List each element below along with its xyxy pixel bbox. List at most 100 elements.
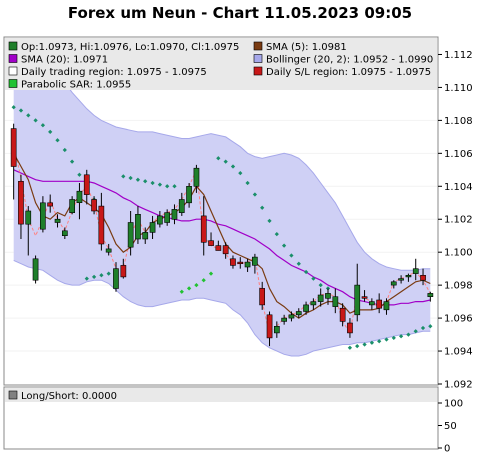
candle-body bbox=[98, 205, 105, 245]
red-square-icon bbox=[253, 66, 263, 76]
sar-dot bbox=[18, 108, 24, 113]
candle-body bbox=[61, 230, 68, 237]
sar-dot bbox=[238, 170, 243, 176]
lower-legend-swatch-icon bbox=[8, 390, 18, 400]
y-tick-label: 1.110 bbox=[444, 83, 473, 94]
candle-body bbox=[230, 258, 236, 266]
candle bbox=[332, 288, 339, 314]
y-tick-label: 1.092 bbox=[444, 380, 473, 391]
candle bbox=[303, 301, 309, 315]
legend-label: Parabolic SAR: 1.0955 bbox=[21, 80, 131, 91]
candle-body bbox=[332, 296, 339, 307]
light-green-square-icon bbox=[8, 79, 18, 88]
candle bbox=[259, 281, 266, 310]
sar-dot bbox=[55, 138, 60, 143]
candle-body bbox=[32, 258, 39, 281]
candle bbox=[295, 308, 302, 319]
sar-dot bbox=[33, 118, 38, 123]
candle bbox=[164, 209, 171, 226]
candle-body bbox=[186, 186, 192, 204]
lower-y-tick-label: 0 bbox=[444, 444, 450, 455]
candle-body bbox=[237, 261, 244, 265]
brown-square-icon bbox=[253, 41, 263, 51]
candle bbox=[244, 258, 251, 272]
candle bbox=[398, 275, 404, 284]
candle bbox=[288, 311, 295, 322]
sar-dot bbox=[40, 123, 46, 128]
sar-dot bbox=[377, 339, 382, 344]
candle bbox=[135, 206, 141, 244]
candle bbox=[339, 303, 346, 327]
candle-body bbox=[376, 299, 383, 309]
candle bbox=[317, 288, 324, 307]
legend-label: Bollinger (20, 2): 1.0952 - 1.0990 bbox=[266, 55, 433, 66]
y-tick-label: 1.108 bbox=[444, 116, 473, 127]
candle bbox=[186, 182, 192, 208]
lavender-square-icon bbox=[253, 54, 263, 63]
candle bbox=[69, 196, 75, 215]
legend-bg bbox=[5, 38, 437, 90]
sar-dot bbox=[128, 175, 133, 181]
legend: Op:1.0973, Hi:1.0976, Lo:1.0970, Cl:1.09… bbox=[5, 38, 437, 91]
sar-dot bbox=[391, 335, 396, 341]
candle bbox=[252, 253, 258, 274]
bollinger-upper-line bbox=[13, 54, 431, 271]
candle-body bbox=[303, 304, 309, 312]
sar-dot bbox=[274, 231, 279, 237]
sar-dot bbox=[347, 345, 353, 350]
sar-dot bbox=[325, 286, 331, 291]
chart-title: Forex um Neun - Chart 11.05.2023 09:05 bbox=[68, 4, 412, 22]
candle bbox=[420, 268, 426, 286]
candle bbox=[368, 298, 375, 310]
y-axis-main: 1.092 1.094 1.096 1.098 1.100 1.102 1.104 1.106… bbox=[438, 50, 473, 391]
sar-dot bbox=[420, 325, 426, 331]
candle bbox=[61, 227, 68, 240]
candle-body bbox=[361, 296, 368, 299]
candle-body bbox=[252, 256, 258, 266]
candle-body bbox=[193, 167, 200, 187]
candle bbox=[237, 257, 244, 269]
candle-body bbox=[200, 215, 207, 243]
candle bbox=[390, 280, 397, 289]
candle bbox=[215, 240, 222, 251]
candle bbox=[25, 206, 32, 256]
sma20-line bbox=[13, 169, 431, 306]
sar-dot bbox=[267, 218, 272, 224]
candle-body bbox=[383, 301, 390, 311]
sar-dot bbox=[150, 180, 155, 186]
sar-dot bbox=[26, 113, 31, 118]
candle bbox=[354, 263, 361, 322]
candle-body bbox=[281, 317, 288, 322]
sar-dot bbox=[179, 289, 184, 294]
candle-body bbox=[222, 245, 229, 255]
candle bbox=[208, 232, 214, 246]
candle bbox=[193, 164, 200, 193]
purple-square-icon bbox=[8, 54, 18, 63]
candle-body bbox=[208, 240, 214, 246]
sar-dot bbox=[355, 343, 360, 349]
lower-y-tick-label: 50 bbox=[444, 421, 457, 432]
candle bbox=[273, 321, 280, 338]
candle-body bbox=[149, 222, 156, 233]
sar-dot bbox=[260, 205, 265, 210]
candle-body bbox=[354, 284, 361, 316]
sar-dot bbox=[157, 182, 163, 187]
candle-body bbox=[164, 212, 171, 223]
candle-body bbox=[18, 181, 24, 225]
sar-dot bbox=[245, 180, 250, 186]
sar-dot bbox=[289, 253, 294, 258]
candle-body bbox=[244, 261, 251, 268]
y-tick-label: 1.098 bbox=[444, 281, 473, 292]
candle-body bbox=[127, 222, 134, 248]
candle bbox=[91, 196, 97, 215]
candle bbox=[142, 227, 149, 244]
sar-dot bbox=[201, 278, 206, 283]
candle-body bbox=[317, 294, 324, 302]
candle bbox=[325, 288, 331, 305]
candle bbox=[149, 215, 156, 240]
candle-body bbox=[91, 199, 97, 212]
candle-body bbox=[39, 202, 46, 230]
candle-body bbox=[398, 278, 404, 281]
y-tick-label: 1.112 bbox=[444, 50, 473, 61]
